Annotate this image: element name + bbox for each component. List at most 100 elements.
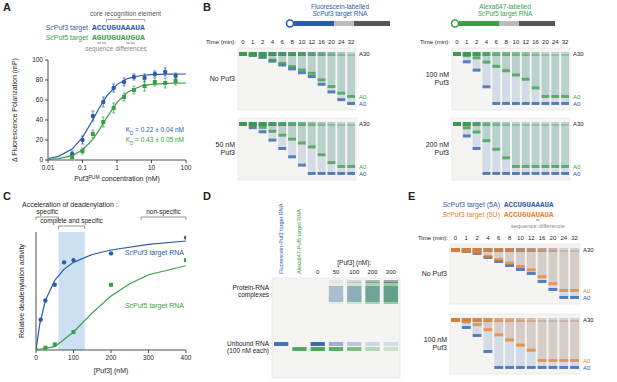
highlight-region [59, 232, 85, 350]
error-cap [102, 107, 105, 108]
data-point [174, 79, 178, 83]
smear [492, 124, 500, 174]
product-band [542, 95, 550, 98]
product-band [559, 296, 568, 299]
text-part: 10 [517, 235, 524, 241]
unbound-band [311, 342, 325, 346]
error-cap [132, 94, 135, 95]
text-part: sequence differences [85, 45, 147, 53]
text-part: 20 [328, 39, 335, 45]
text-part: 2 [261, 39, 265, 45]
band-label: A30 [583, 247, 594, 253]
text-part: (100 nM each) [227, 347, 269, 355]
smear [570, 320, 579, 368]
band-label: A30 [359, 121, 370, 127]
error-cap [123, 86, 126, 87]
gel [452, 118, 570, 180]
smear [318, 124, 326, 174]
product-band [532, 102, 540, 105]
text-part: Relative deadenylation activity [18, 243, 26, 338]
text-part: 100 nM [424, 336, 448, 343]
text-part: 20 [550, 235, 557, 241]
region-label: non-specific [146, 208, 181, 216]
text-part: concentration (nM) [99, 175, 159, 183]
text-part: ACCUGUAAAUA [92, 23, 145, 32]
smear [269, 54, 277, 61]
y-axis [48, 60, 49, 160]
product-band [328, 90, 336, 93]
product-band [308, 75, 316, 78]
x-axis-label: Puf3PUM concentration (nM) [74, 175, 160, 184]
product-band [463, 60, 471, 63]
x-tick-label: 10 [148, 164, 156, 171]
x-tick-label: 1 [115, 164, 119, 171]
text-part: 0 [241, 39, 245, 45]
smear [347, 54, 355, 97]
row-label: complexes [238, 291, 270, 299]
unbound-band [384, 342, 398, 346]
gel [452, 48, 570, 110]
y-tick-label: 40 [36, 116, 44, 123]
x-tick-label: 300 [143, 354, 154, 361]
data-point [111, 86, 115, 90]
product-band [288, 65, 296, 68]
text-part: Puf3 target RNA [320, 10, 368, 18]
smear [570, 250, 579, 291]
error-bar [123, 93, 126, 101]
product-band [538, 359, 547, 362]
product-band [512, 165, 520, 168]
smear [259, 54, 267, 58]
y-tick [45, 140, 48, 141]
error-bar [143, 81, 146, 91]
y-tick-label: 60 [36, 96, 44, 103]
product-band [308, 72, 316, 75]
product-band [502, 156, 510, 159]
product-band [527, 272, 536, 275]
smear [492, 54, 500, 104]
time-value: 8 [508, 235, 512, 241]
product-band [308, 172, 316, 175]
smear [337, 54, 345, 100]
text-part: = 0.22 ± 0.04 nM [133, 126, 184, 133]
text-part: A0 [573, 101, 581, 107]
product-band [502, 172, 510, 175]
smear [298, 54, 306, 71]
text-part: E [408, 190, 415, 202]
gel-background [238, 118, 356, 180]
a30-band [453, 122, 461, 126]
x-tick [73, 350, 74, 353]
background [0, 0, 617, 382]
product-band [559, 366, 568, 369]
product-band [542, 102, 550, 105]
sequence: ACCUGUAUAUA [504, 211, 554, 219]
data-point [43, 298, 47, 302]
band-label: A0 [573, 164, 581, 170]
product-band [462, 250, 471, 253]
smear [278, 124, 286, 136]
x-tick-label: 0.01 [42, 164, 55, 171]
data-point [184, 235, 186, 239]
product-band [484, 255, 493, 258]
text-part: Puf3 [435, 149, 450, 156]
smear [473, 54, 481, 58]
product-band [505, 262, 514, 265]
smear [328, 124, 336, 174]
smear [502, 124, 510, 158]
error-cap [112, 84, 115, 85]
text-part: 6 [281, 39, 285, 45]
smear [484, 320, 493, 352]
band-label: A30 [573, 51, 584, 57]
text-part: 0 [316, 269, 320, 275]
smear [512, 54, 520, 104]
kd-label: KD = 0.22 ± 0.04 nM [126, 126, 184, 136]
legend-label: ScPuf3 target RNA [313, 10, 369, 18]
product-band [347, 102, 355, 105]
text-part: A0 [583, 358, 591, 364]
row-label: Unbound RNA [227, 340, 270, 347]
product-band [473, 323, 482, 326]
y-tick [45, 100, 48, 101]
error-bar [112, 103, 115, 113]
lane-label: Fluorescein-Puf3 target RNA [278, 203, 284, 274]
product-band [318, 78, 326, 81]
error-cap [153, 78, 156, 79]
